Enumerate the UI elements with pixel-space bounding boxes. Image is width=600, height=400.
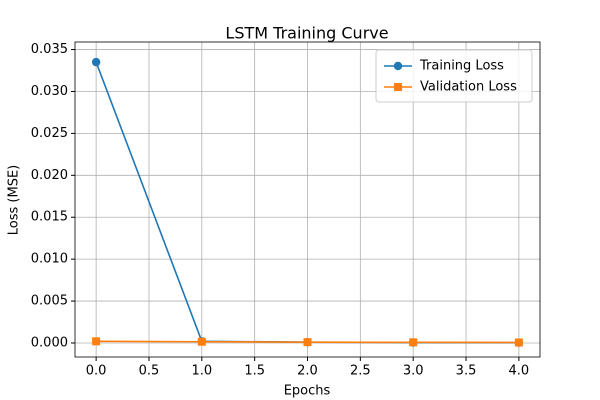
y-tick-label: 0.000 xyxy=(31,335,68,350)
data-point xyxy=(409,338,418,347)
y-tick-label: 0.025 xyxy=(31,126,68,141)
legend-marker xyxy=(393,61,403,71)
y-tick-label: 0.035 xyxy=(31,42,68,57)
x-tick-label: 3.0 xyxy=(403,364,424,379)
data-point xyxy=(197,337,206,346)
plot-frame xyxy=(74,41,541,358)
x-tick-label: 2.0 xyxy=(297,364,318,379)
y-tick-label: 0.030 xyxy=(31,84,68,99)
x-tick-label: 0.0 xyxy=(86,364,107,379)
x-tick-label: 0.5 xyxy=(139,364,160,379)
legend-label: Validation Loss xyxy=(420,80,517,95)
y-axis-label: Loss (MSE) xyxy=(7,165,22,235)
x-tick-label: 4.0 xyxy=(509,364,530,379)
chart-title: LSTM Training Curve xyxy=(225,24,388,43)
x-tick-label: 1.5 xyxy=(244,364,265,379)
legend-marker xyxy=(394,83,402,91)
x-axis-label: Epochs xyxy=(284,384,331,399)
x-tick-label: 1.0 xyxy=(191,364,212,379)
legend-label: Training Loss xyxy=(419,59,504,74)
data-point xyxy=(303,338,312,347)
y-tick-label: 0.005 xyxy=(31,294,68,309)
y-tick-label: 0.010 xyxy=(31,252,68,267)
y-tick-label: 0.020 xyxy=(31,168,68,183)
data-point xyxy=(91,57,101,67)
legend-box xyxy=(375,49,533,103)
x-tick-label: 2.5 xyxy=(350,364,371,379)
data-point xyxy=(514,338,523,347)
x-tick-label: 3.5 xyxy=(456,364,477,379)
y-tick-label: 0.015 xyxy=(31,210,68,225)
data-point xyxy=(92,337,101,346)
